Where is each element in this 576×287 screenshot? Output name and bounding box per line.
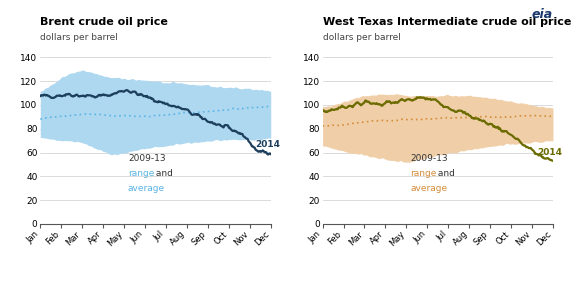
Text: dollars per barrel: dollars per barrel bbox=[323, 33, 400, 42]
Text: 2009-13: 2009-13 bbox=[410, 154, 448, 163]
Text: and: and bbox=[435, 169, 456, 178]
Text: 2009-13: 2009-13 bbox=[128, 154, 165, 163]
Text: 2014: 2014 bbox=[537, 148, 562, 157]
Text: dollars per barrel: dollars per barrel bbox=[40, 33, 118, 42]
Text: eia: eia bbox=[532, 8, 553, 21]
Text: West Texas Intermediate crude oil price: West Texas Intermediate crude oil price bbox=[323, 18, 571, 28]
Text: range: range bbox=[128, 169, 154, 178]
Text: range: range bbox=[410, 169, 437, 178]
Text: average: average bbox=[410, 184, 447, 193]
Text: 2014: 2014 bbox=[255, 140, 280, 149]
Text: Brent crude oil price: Brent crude oil price bbox=[40, 18, 168, 28]
Text: and: and bbox=[153, 169, 173, 178]
Text: average: average bbox=[128, 184, 165, 193]
